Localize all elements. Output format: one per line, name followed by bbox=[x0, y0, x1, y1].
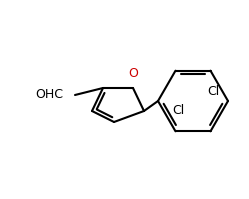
Text: OHC: OHC bbox=[35, 89, 63, 101]
Text: Cl: Cl bbox=[172, 104, 185, 117]
Text: O: O bbox=[128, 67, 138, 80]
Text: Cl: Cl bbox=[207, 85, 220, 98]
